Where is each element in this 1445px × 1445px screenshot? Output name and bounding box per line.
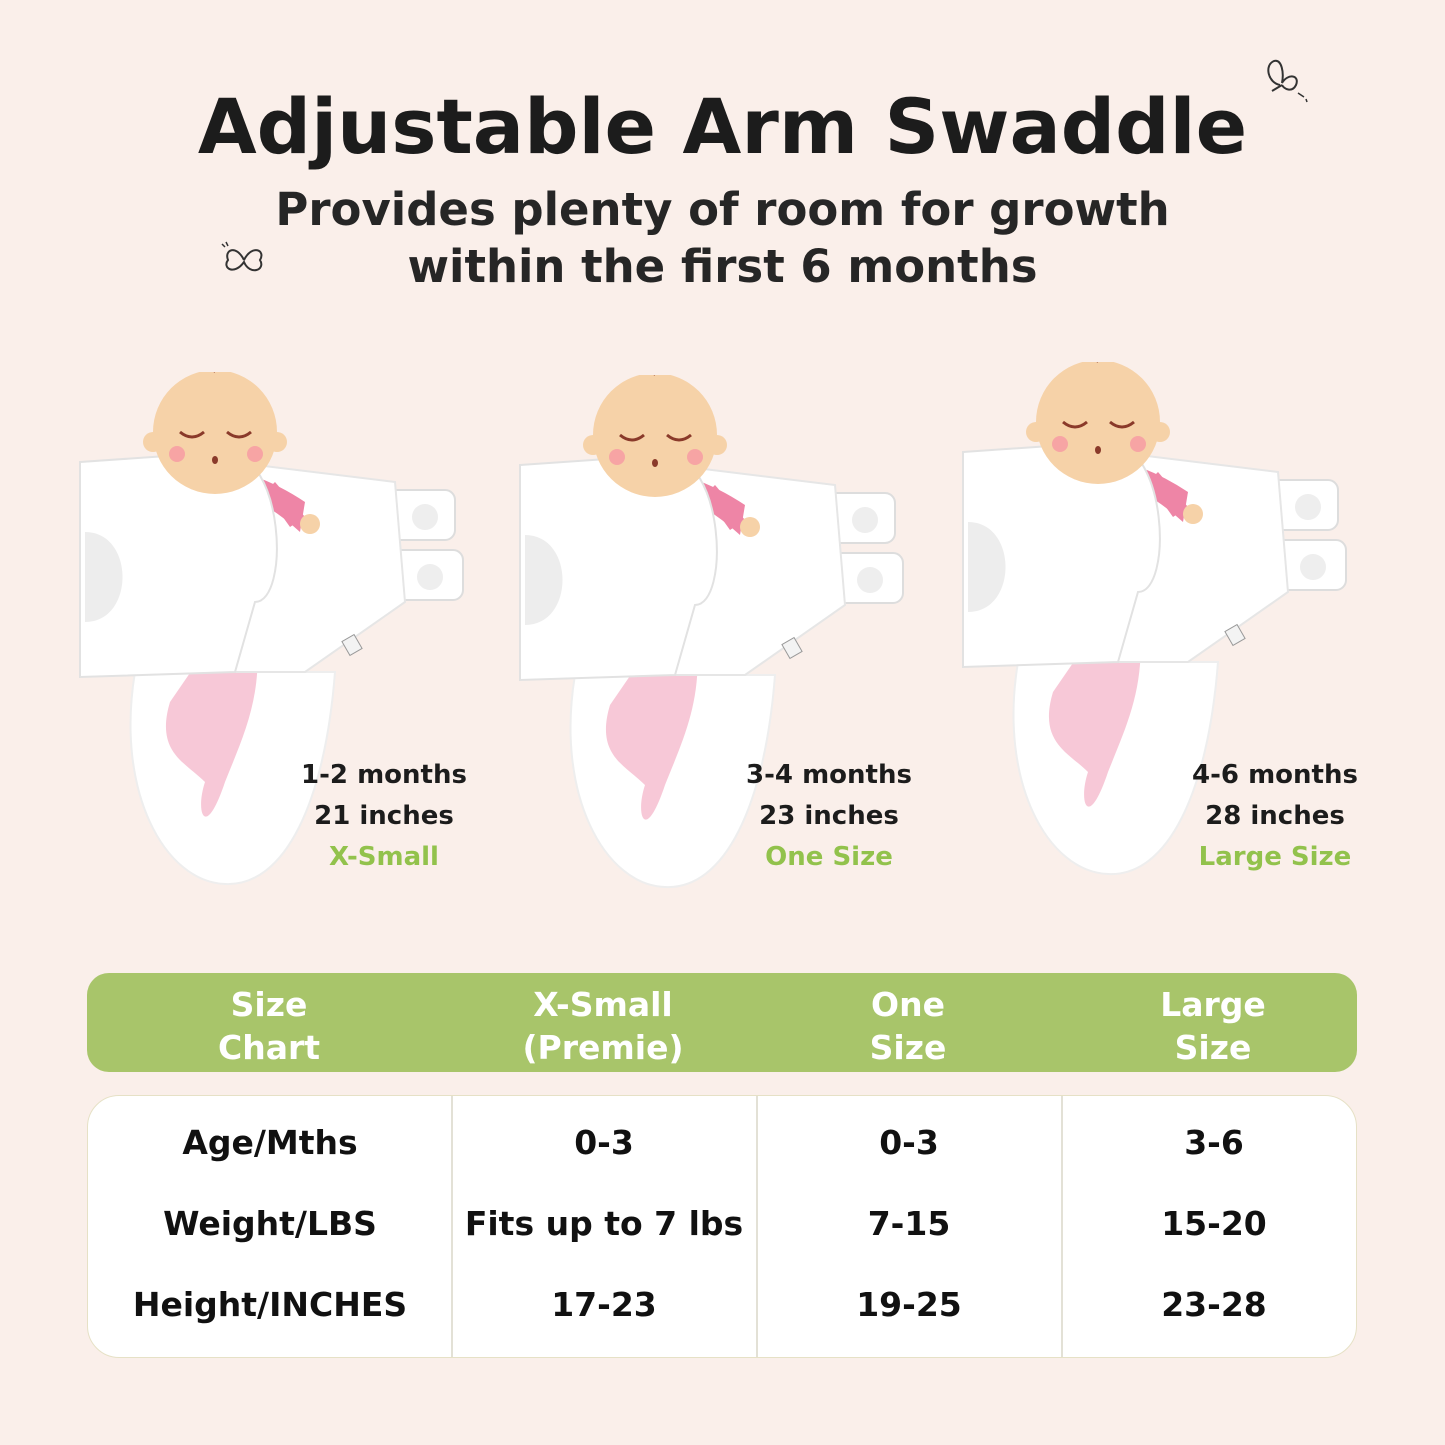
column-divider <box>756 1096 758 1357</box>
page-title: Adjustable Arm Swaddle <box>197 82 1248 171</box>
column-divider <box>451 1096 453 1357</box>
header-xsmall: X-Small (Premie) <box>522 985 684 1067</box>
caption-age: 1-2 months <box>301 760 467 790</box>
caption-size: One Size <box>765 842 893 872</box>
cell-weight-large: 15-20 <box>1161 1204 1267 1243</box>
butterfly-icon <box>221 241 263 272</box>
swaddle-illustration-one-size <box>519 375 904 889</box>
product-caption-large: 4-6 months 28 inches Large Size <box>1145 755 1405 878</box>
column-divider <box>1061 1096 1063 1357</box>
caption-length: 23 inches <box>759 801 899 831</box>
row-label-height: Height/INCHES <box>132 1285 408 1324</box>
cell-age-xsmall: 0-3 <box>574 1123 634 1162</box>
butterfly-icon <box>1267 59 1308 103</box>
swaddle-illustration-large <box>962 362 1347 876</box>
cell-height-large: 23-28 <box>1161 1285 1267 1324</box>
cell-height-one-size: 19-25 <box>856 1285 962 1324</box>
caption-size: X-Small <box>329 842 439 872</box>
header-size-chart: Size Chart <box>217 985 321 1067</box>
caption-age: 3-4 months <box>746 760 912 790</box>
cell-height-xsmall: 17-23 <box>551 1285 657 1324</box>
caption-length: 28 inches <box>1205 801 1345 831</box>
caption-length: 21 inches <box>314 801 454 831</box>
cell-age-one-size: 0-3 <box>879 1123 939 1162</box>
cell-weight-xsmall: Fits up to 7 lbs <box>464 1204 744 1243</box>
size-chart-table: Age/Mths 0-3 0-3 3-6 Weight/LBS Fits up … <box>87 1095 1357 1358</box>
header-large: Large Size <box>1160 985 1266 1067</box>
subtitle-line-1: Provides plenty of room for growth <box>275 183 1170 236</box>
cell-weight-one-size: 7-15 <box>867 1204 951 1243</box>
product-caption-one-size: 3-4 months 23 inches One Size <box>699 755 959 878</box>
swaddle-illustration-xsmall <box>79 372 464 886</box>
caption-age: 4-6 months <box>1192 760 1358 790</box>
product-caption-xsmall: 1-2 months 21 inches X-Small <box>254 755 514 878</box>
caption-size: Large Size <box>1198 842 1352 872</box>
row-label-age: Age/Mths <box>182 1123 358 1162</box>
cell-age-large: 3-6 <box>1184 1123 1244 1162</box>
row-label-weight: Weight/LBS <box>163 1204 377 1243</box>
size-chart-header: Size Chart X-Small (Premie) One Size Lar… <box>87 973 1357 1072</box>
header-one-size: One Size <box>869 985 947 1067</box>
subtitle-line-2: within the first 6 months <box>407 240 1038 293</box>
